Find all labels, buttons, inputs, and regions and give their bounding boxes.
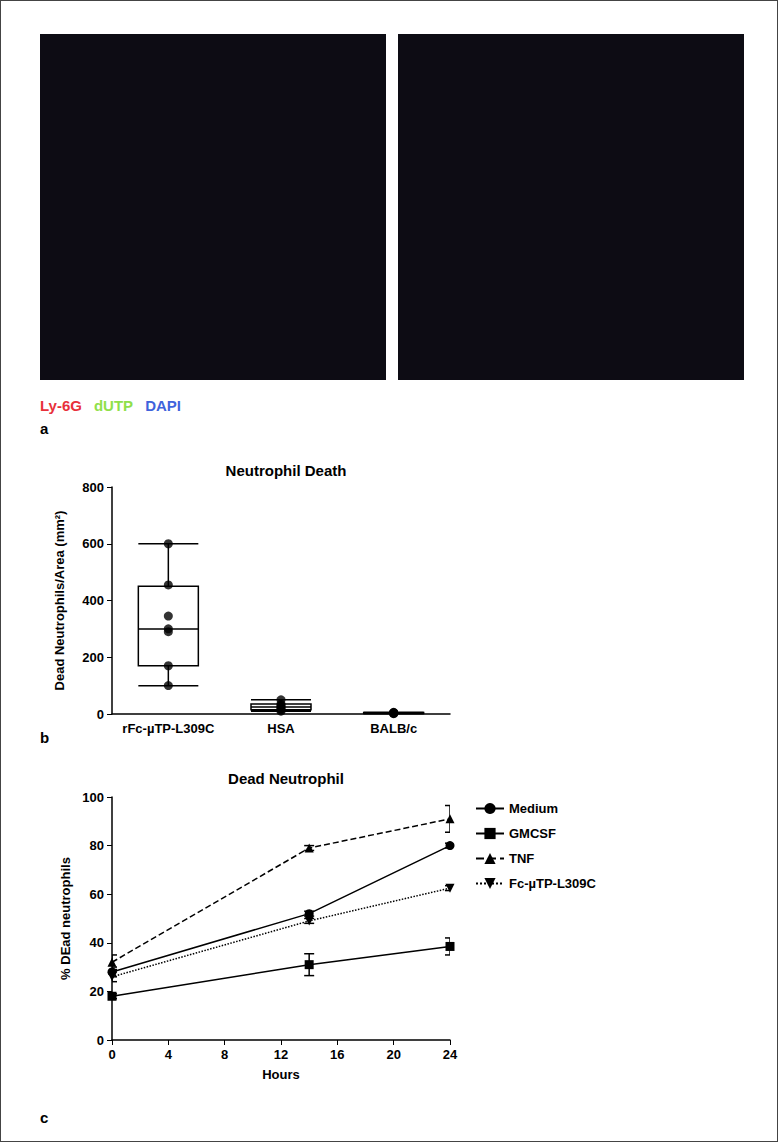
svg-text:% DEad neutrophils: % DEad neutrophils: [58, 857, 73, 980]
svg-text:b: b: [40, 729, 49, 746]
svg-text:100: 100: [82, 790, 104, 805]
html-text:dUTP: dUTP: [94, 397, 134, 414]
svg-text:Medium: Medium: [509, 801, 558, 816]
svg-text:400: 400: [82, 593, 104, 608]
svg-text:0: 0: [108, 1047, 115, 1062]
svg-text:Neutrophil Death: Neutrophil Death: [226, 462, 347, 479]
svg-text:20: 20: [386, 1047, 400, 1062]
svg-text:0: 0: [97, 707, 104, 722]
svg-text:Dead Neutrophils/Area (mm²): Dead Neutrophils/Area (mm²): [52, 511, 67, 691]
svg-text:8: 8: [221, 1047, 228, 1062]
svg-text:12: 12: [274, 1047, 288, 1062]
svg-text:GMCSF: GMCSF: [509, 826, 556, 841]
svg-text:Dead Neutrophil: Dead Neutrophil: [228, 770, 344, 787]
svg-text:BALB/c: BALB/c: [370, 721, 417, 736]
html-text:a: a: [40, 420, 49, 437]
svg-text:HSA: HSA: [267, 721, 295, 736]
html-text:Ly-6G: Ly-6G: [40, 397, 82, 414]
svg-text:80: 80: [90, 838, 104, 853]
svg-text:16: 16: [330, 1047, 344, 1062]
svg-text:4: 4: [165, 1047, 173, 1062]
svg-text:0: 0: [97, 1033, 104, 1048]
svg-text:TNF: TNF: [509, 851, 534, 866]
svg-text:24: 24: [443, 1047, 458, 1062]
svg-text:20: 20: [90, 984, 104, 999]
svg-text:600: 600: [82, 536, 104, 551]
svg-text:c: c: [40, 1109, 48, 1126]
svg-text:Hours: Hours: [262, 1067, 300, 1082]
html-text:DAPI: DAPI: [145, 397, 181, 414]
svg-text:60: 60: [90, 887, 104, 902]
svg-text:40: 40: [90, 935, 104, 950]
svg-text:Fc-µTP-L309C: Fc-µTP-L309C: [509, 876, 597, 891]
svg-text:200: 200: [82, 650, 104, 665]
svg-text:rFc-µTP-L309C: rFc-µTP-L309C: [122, 721, 215, 736]
svg-text:800: 800: [82, 480, 104, 495]
